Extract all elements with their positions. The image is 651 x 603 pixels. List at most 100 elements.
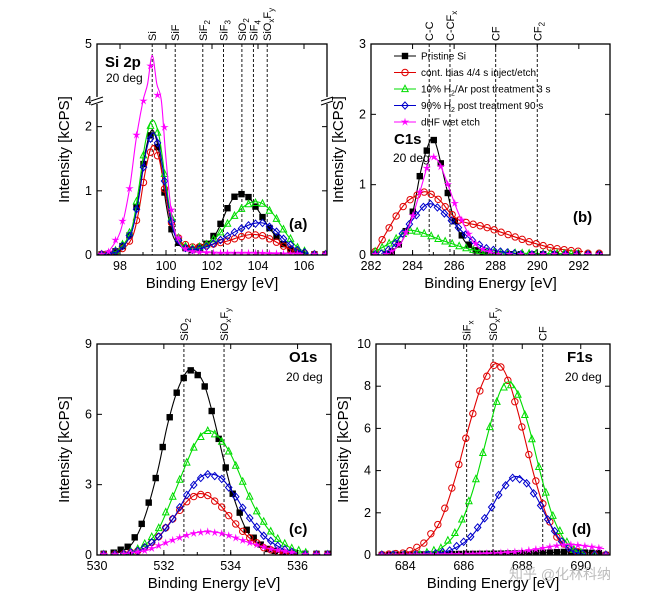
series-marker-baseline-4 <box>321 250 327 255</box>
series-marker-1 <box>427 530 435 538</box>
series-marker-baseline-4 <box>110 550 120 555</box>
series-marker-2 <box>555 526 564 535</box>
series-marker-3 <box>480 513 489 523</box>
series-marker-0 <box>231 193 238 200</box>
series-marker-3 <box>181 243 190 253</box>
ref-label-SiFx: SiFx <box>462 321 476 342</box>
label-part: 4 <box>253 20 262 25</box>
series-marker-baseline-4 <box>301 550 310 555</box>
series-marker-0 <box>224 205 231 212</box>
series-marker-2 <box>406 225 415 234</box>
series-marker-2 <box>443 535 452 544</box>
series-marker-0 <box>416 172 423 180</box>
x-tick-label: 102 <box>202 259 223 273</box>
series-marker-1 <box>272 238 281 246</box>
series-marker-2 <box>272 213 281 222</box>
label-part: F <box>488 312 500 319</box>
series-marker-1 <box>139 178 148 187</box>
series-marker-0 <box>201 383 208 390</box>
series-marker-4 <box>132 130 141 139</box>
series-marker-4 <box>293 249 302 255</box>
series-marker-4 <box>146 61 155 70</box>
series-marker-baseline-3 <box>601 550 610 555</box>
series-marker-0 <box>423 147 430 154</box>
series-marker-0 <box>138 520 145 528</box>
series-marker-4 <box>440 550 449 555</box>
series-marker-4 <box>189 529 198 537</box>
series-marker-0 <box>173 389 180 396</box>
x-axis-label: Binding Energy [eV] <box>148 575 281 592</box>
series-marker-baseline-4 <box>99 550 108 555</box>
label-part: C-C <box>424 21 436 41</box>
ref-label-SiF: SiF <box>170 24 182 41</box>
series-marker-2 <box>259 516 268 525</box>
series-marker-0 <box>180 374 187 382</box>
x-tick-label: 688 <box>512 559 533 573</box>
series-marker-0 <box>236 509 243 516</box>
series-marker-1 <box>532 477 540 485</box>
series-marker-2 <box>223 218 232 227</box>
series-marker-4 <box>259 542 268 551</box>
ref-label-CF: CF <box>538 326 550 341</box>
series-marker-0 <box>250 534 257 541</box>
spectrum-tag: C1s <box>394 131 422 148</box>
series-marker-2 <box>209 234 218 243</box>
axis-break-mark <box>90 100 104 106</box>
series-line-2 <box>123 429 308 555</box>
series-marker-4 <box>266 544 275 553</box>
series-marker-2 <box>541 487 550 496</box>
series-marker-4 <box>238 536 247 544</box>
series-marker-2 <box>244 199 253 208</box>
series-marker-0 <box>451 217 458 225</box>
label-part: Si <box>147 31 159 41</box>
series-marker-3 <box>238 503 247 513</box>
series-marker-0 <box>245 193 252 201</box>
series-marker-1 <box>385 224 393 232</box>
series-marker-1 <box>455 460 463 469</box>
series-marker-4 <box>559 540 568 549</box>
series-marker-4 <box>412 550 421 555</box>
series-marker-1 <box>265 235 274 243</box>
series-marker-3 <box>377 249 386 255</box>
series-marker-4 <box>251 248 260 255</box>
series-marker-0 <box>222 464 229 471</box>
x-tick-label: 686 <box>453 559 474 573</box>
series-marker-1 <box>476 387 484 395</box>
series-marker-4 <box>217 529 226 538</box>
ref-label-SiOxFy: SiOxFy <box>262 8 276 41</box>
series-marker-4 <box>202 248 211 255</box>
axis-break-gap <box>91 96 103 104</box>
y-tick-label: 2 <box>85 120 92 134</box>
series-marker-4 <box>408 211 417 220</box>
series-marker-4 <box>244 248 253 255</box>
series-marker-2 <box>464 496 473 505</box>
ref-label-CF2: CF2 <box>532 21 546 41</box>
series-marker-baseline-4 <box>323 550 331 555</box>
series-marker-0 <box>145 499 152 506</box>
legend-label-part: 2 <box>451 107 455 114</box>
series-marker-3 <box>154 532 163 541</box>
series-marker-4 <box>436 162 445 171</box>
plot-frame <box>96 343 332 556</box>
series-group <box>99 367 331 555</box>
y-tick-label: 1 <box>85 184 92 198</box>
series-marker-4 <box>119 549 128 555</box>
series-marker-1 <box>232 520 240 528</box>
series-marker-1 <box>518 235 526 244</box>
series-marker-1 <box>532 240 540 248</box>
series-marker-1 <box>518 423 526 431</box>
series-marker-2 <box>273 533 282 542</box>
series-marker-2 <box>217 436 226 445</box>
series-marker-3 <box>216 235 225 245</box>
legend-label-part: 2 <box>451 91 455 98</box>
series-marker-3 <box>447 216 456 225</box>
series-marker-baseline-3 <box>590 550 599 555</box>
spectrum-tag: F1s <box>567 349 593 366</box>
y-axis-label: Intensity [kCPS] <box>56 96 73 203</box>
legend-label: 90% H2 post treatment 90 s <box>421 101 543 114</box>
series-marker-baseline-4 <box>310 250 319 255</box>
series-marker-0 <box>280 240 287 248</box>
series-marker-0 <box>465 241 472 248</box>
series-marker-3 <box>571 547 580 555</box>
x-axis-label: Binding Energy [eV] <box>424 275 557 292</box>
